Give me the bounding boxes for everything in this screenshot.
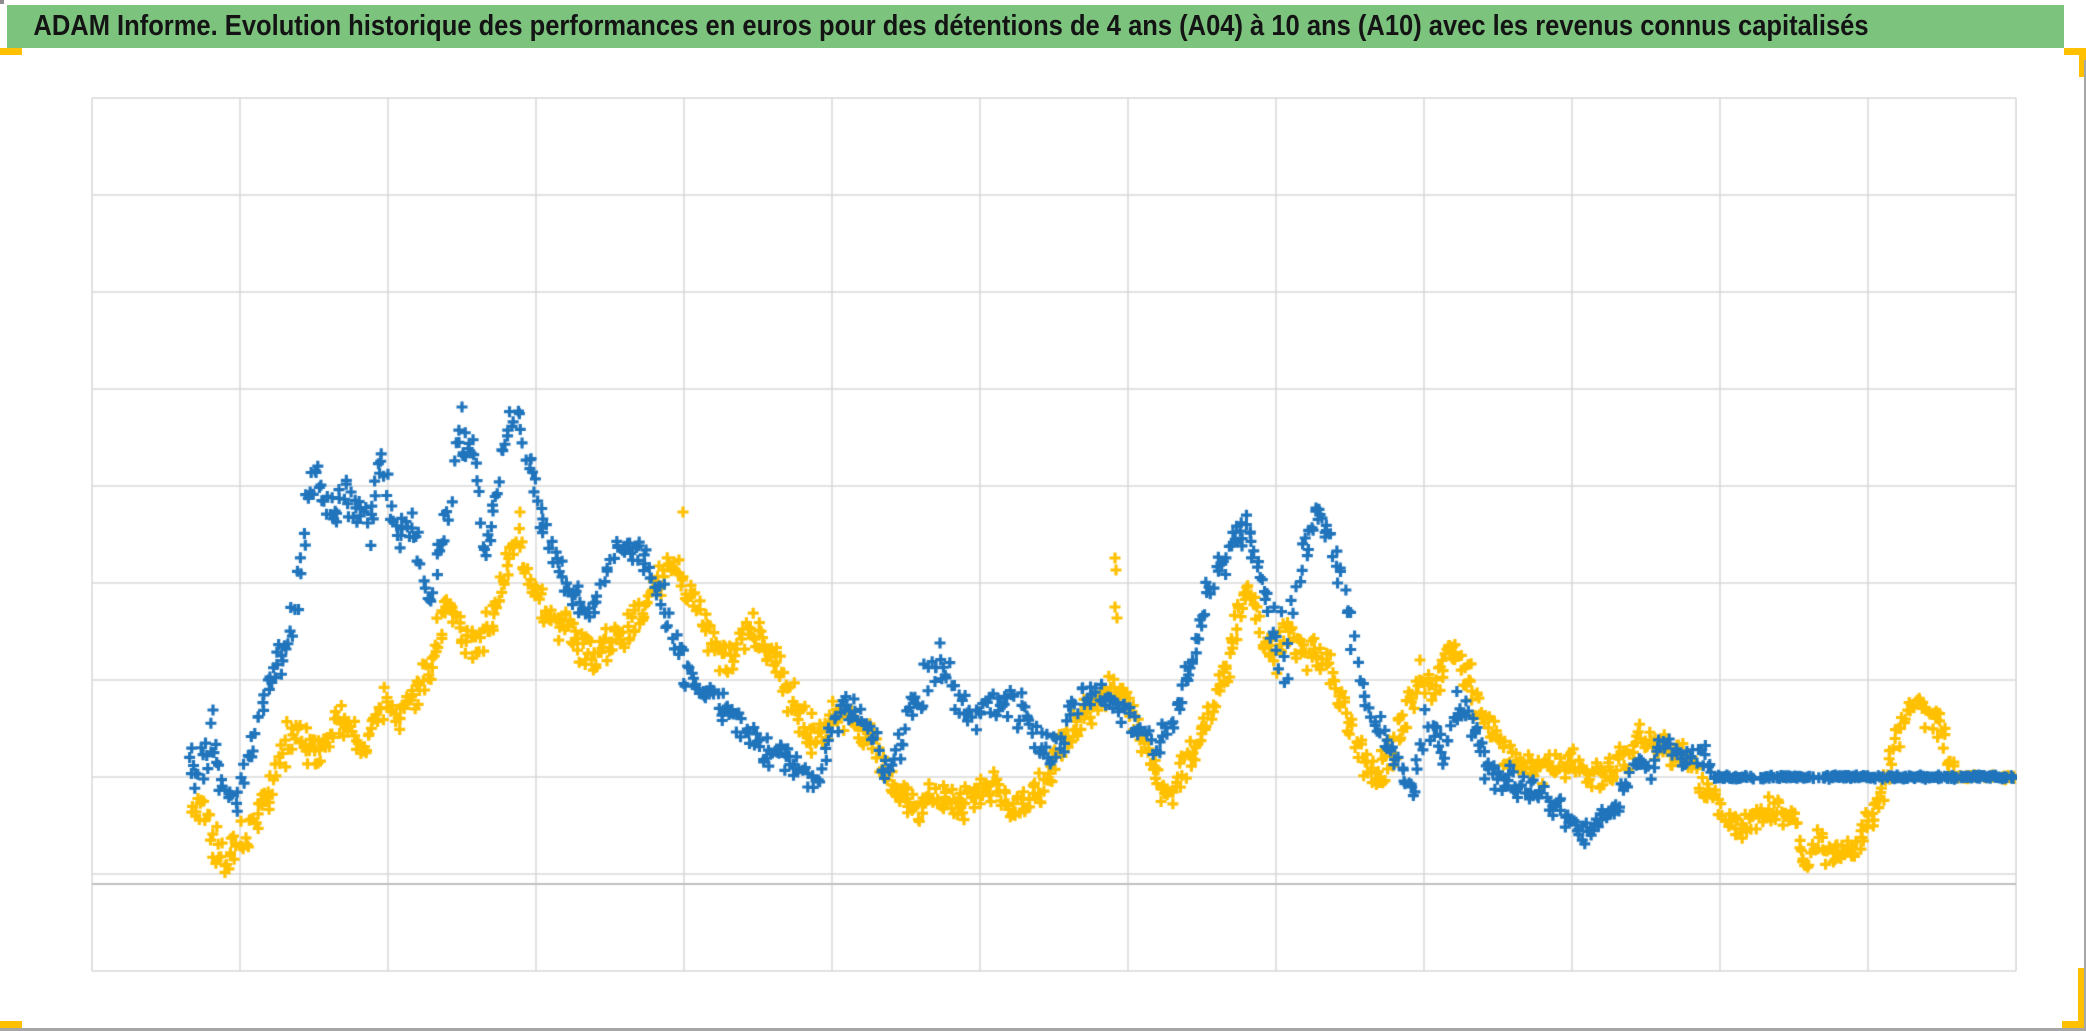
print-area-corner-mark-top-right-horizontal xyxy=(2064,48,2086,55)
chart-plot-canvas[interactable] xyxy=(91,97,2017,972)
bottom-edge-line xyxy=(0,1028,2086,1031)
print-area-corner-mark-bottom-right-vertical xyxy=(2078,968,2086,1029)
print-area-corner-mark-bottom-left xyxy=(0,1021,22,1029)
right-edge-line xyxy=(2084,60,2086,1028)
top-left-corner-dot xyxy=(0,0,4,4)
print-area-corner-mark-top-left xyxy=(0,48,22,55)
title-bar: ADAM Informe. Evolution historique des p… xyxy=(7,5,2064,48)
print-area-corner-mark-top-right-vertical xyxy=(2079,48,2086,77)
print-area-corner-mark-bottom-right-horizontal xyxy=(2062,1021,2086,1029)
page-title: ADAM Informe. Evolution historique des p… xyxy=(33,10,1869,42)
